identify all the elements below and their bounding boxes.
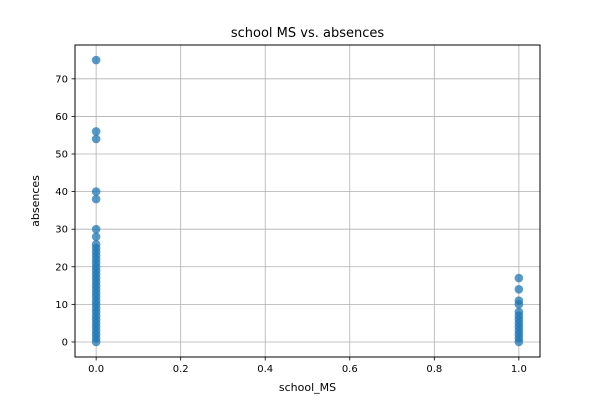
data-point <box>91 55 101 65</box>
x-tick-label: 0.8 <box>426 364 442 375</box>
x-axis-ticks: 0.0 0.2 0.4 0.6 0.8 1.0 <box>88 357 527 375</box>
y-tick-label: 0 <box>62 337 68 348</box>
x-tick-label: 0.0 <box>88 364 104 375</box>
data-point <box>91 232 101 242</box>
data-point <box>91 337 101 347</box>
data-point <box>514 337 524 347</box>
y-tick-label: 40 <box>55 187 68 198</box>
x-tick-label: 0.4 <box>257 364 273 375</box>
x-tick-label: 0.2 <box>173 364 189 375</box>
y-tick-label: 50 <box>55 150 68 161</box>
y-tick-label: 60 <box>55 112 68 123</box>
x-tick-label: 0.6 <box>342 364 358 375</box>
data-point <box>91 134 101 144</box>
x-tick-label: 1.0 <box>511 364 527 375</box>
y-tick-label: 20 <box>55 262 68 273</box>
data-point <box>91 187 101 196</box>
y-axis-ticks: 0 10 20 30 40 50 60 70 <box>55 74 75 348</box>
plot-frame <box>74 44 541 358</box>
y-tick-label: 70 <box>55 74 68 85</box>
grid <box>75 45 540 357</box>
y-tick-label: 30 <box>55 225 68 236</box>
x-axis-label: school_MS <box>279 381 336 394</box>
chart-title: school MS vs. absences <box>231 26 385 41</box>
data-point <box>91 194 101 204</box>
y-tick-label: 10 <box>55 300 68 311</box>
data-point <box>514 300 524 309</box>
data-point <box>91 224 101 234</box>
data-points <box>91 55 524 347</box>
data-point <box>514 285 524 294</box>
data-point <box>514 273 524 283</box>
y-axis-label: absences <box>29 175 42 227</box>
data-point <box>91 127 101 136</box>
